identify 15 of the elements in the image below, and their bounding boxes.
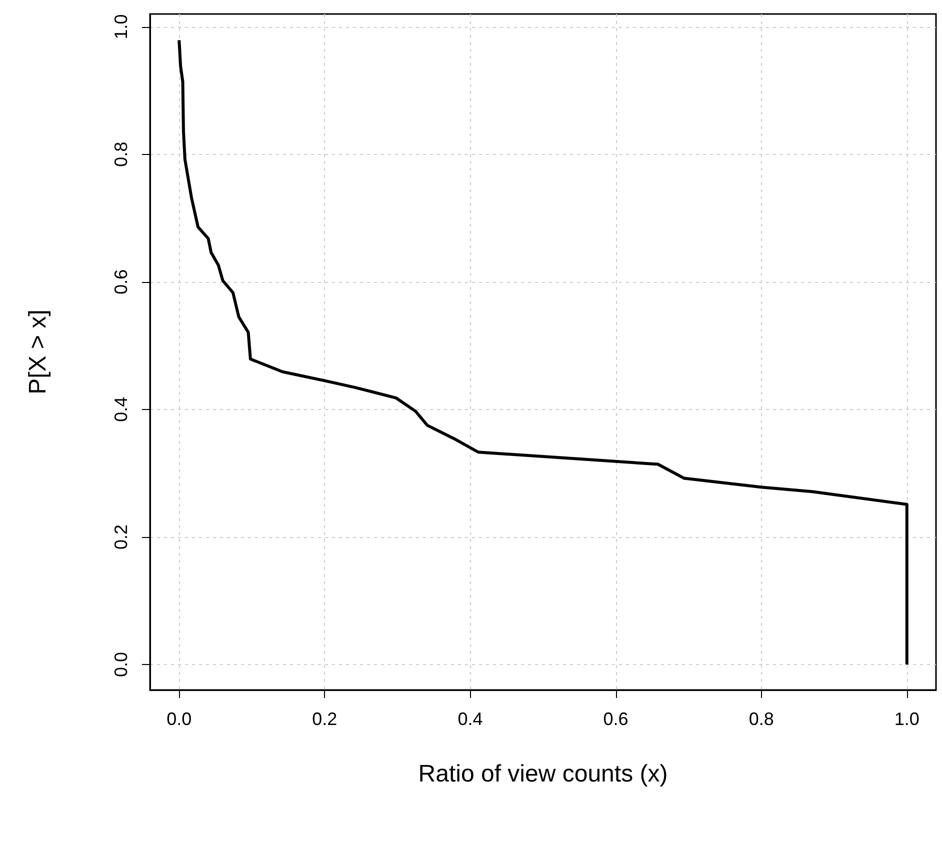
x-tick-label: 0.6 — [603, 709, 628, 729]
y-tick-label: 0.2 — [111, 524, 131, 550]
x-tick-label: 0.8 — [748, 709, 774, 729]
y-tick-label: 0.4 — [111, 396, 131, 422]
x-tick-label: 0.0 — [166, 709, 192, 729]
y-axis-title: P[X > x] — [24, 310, 52, 394]
x-tick-label: 0.4 — [458, 709, 483, 729]
y-tick-label: 0.8 — [111, 142, 131, 167]
x-tick-label: 1.0 — [894, 709, 920, 729]
y-tick-label: 0.0 — [111, 652, 131, 678]
y-tick-label: 0.6 — [111, 269, 131, 294]
y-tick-label: 1.0 — [111, 14, 131, 40]
x-tick-label: 0.2 — [312, 709, 338, 729]
line-series — [178, 38, 908, 666]
x-axis-title: Ratio of view counts (x) — [418, 760, 668, 788]
